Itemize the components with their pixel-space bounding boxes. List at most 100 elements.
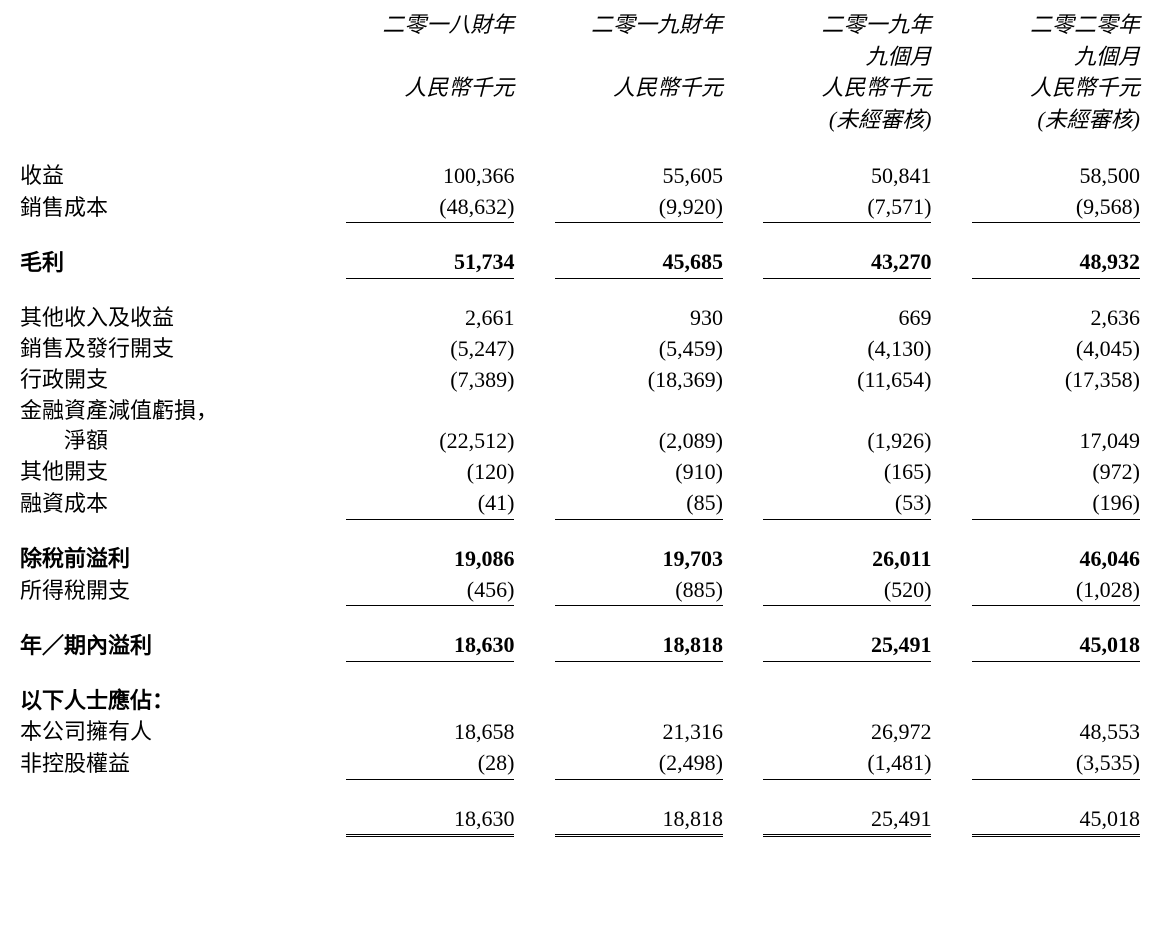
val-fc-4: (196) [972,488,1140,520]
val-ae-4: (17,358) [972,365,1140,396]
header-row-line2: 九個月 九個月 [20,42,1152,74]
val-oe-4: (972) [972,457,1140,488]
val-pp-2: 18,818 [555,630,723,662]
val-nci-2: (2,498) [555,748,723,780]
val-at-4: 45,018 [972,804,1140,838]
row-tax: 所得稅開支 (456) (885) (520) (1,028) [20,575,1152,607]
label-period-profit: 年／期內溢利 [20,630,318,662]
val-oi-4: 2,636 [972,303,1140,334]
col-header-4-line1: 二零二零年 [972,10,1140,40]
label-attrib-header: 以下人士應佔： [20,686,318,717]
val-own-3: 26,972 [763,717,931,748]
val-revenue-4: 58,500 [972,161,1140,192]
val-se-1: (5,247) [346,334,514,365]
val-at-2: 18,818 [555,804,723,838]
val-pbt-3: 26,011 [763,544,931,575]
val-pbt-4: 46,046 [972,544,1140,575]
val-pp-1: 18,630 [346,630,514,662]
val-oe-3: (165) [763,457,931,488]
label-tax: 所得稅開支 [20,575,318,607]
row-selling-expenses: 銷售及發行開支 (5,247) (5,459) (4,130) (4,045) [20,334,1152,365]
header-row-unit: 人民幣千元 人民幣千元 人民幣千元 人民幣千元 [20,73,1152,105]
row-owners: 本公司擁有人 18,658 21,316 26,972 48,553 [20,717,1152,748]
val-pbt-1: 19,086 [346,544,514,575]
val-gp-2: 45,685 [555,247,723,279]
val-nci-4: (3,535) [972,748,1140,780]
label-finance-costs: 融資成本 [20,488,318,520]
val-pp-4: 45,018 [972,630,1140,662]
val-imp-1: (22,512) [346,426,514,457]
val-fc-1: (41) [346,488,514,520]
col-header-4-unit: 人民幣千元 [972,73,1140,103]
row-impairment: 淨額 (22,512) (2,089) (1,926) 17,049 [20,426,1152,457]
val-gp-3: 43,270 [763,247,931,279]
col-header-4-note: (未經審核) [972,105,1140,135]
val-tax-4: (1,028) [972,575,1140,607]
val-revenue-2: 55,605 [555,161,723,192]
val-own-1: 18,658 [346,717,514,748]
label-revenue: 收益 [20,161,318,192]
label-nci: 非控股權益 [20,748,318,780]
financial-statement-table: 二零一八財年 二零一九財年 二零一九年 二零二零年 九個月 九個月 人民幣千元 … [20,10,1152,837]
val-oi-1: 2,661 [346,303,514,334]
row-revenue: 收益 100,366 55,605 50,841 58,500 [20,161,1152,192]
val-fc-3: (53) [763,488,931,520]
label-other-expenses: 其他開支 [20,457,318,488]
row-gross-profit: 毛利 51,734 45,685 43,270 48,932 [20,247,1152,279]
val-tax-2: (885) [555,575,723,607]
col-header-4-line2: 九個月 [972,42,1140,72]
row-impairment-label1: 金融資產減值虧損， [20,396,1152,427]
val-imp-3: (1,926) [763,426,931,457]
row-other-expenses: 其他開支 (120) (910) (165) (972) [20,457,1152,488]
header-row-line1: 二零一八財年 二零一九財年 二零一九年 二零二零年 [20,10,1152,42]
val-own-4: 48,553 [972,717,1140,748]
val-imp-2: (2,089) [555,426,723,457]
val-cost-2: (9,920) [555,192,723,224]
row-other-income: 其他收入及收益 2,661 930 669 2,636 [20,303,1152,334]
val-gp-1: 51,734 [346,247,514,279]
val-at-1: 18,630 [346,804,514,838]
val-se-4: (4,045) [972,334,1140,365]
val-fc-2: (85) [555,488,723,520]
col-header-1-line1: 二零一八財年 [346,10,514,40]
col-header-3-unit: 人民幣千元 [763,73,931,103]
val-nci-3: (1,481) [763,748,931,780]
val-tax-3: (520) [763,575,931,607]
val-pbt-2: 19,703 [555,544,723,575]
label-impairment-1: 金融資產減值虧損， [20,396,318,427]
row-cost-of-sales: 銷售成本 (48,632) (9,920) (7,571) (9,568) [20,192,1152,224]
val-tax-1: (456) [346,575,514,607]
val-ae-2: (18,369) [555,365,723,396]
row-attrib-total: 18,630 18,818 25,491 45,018 [20,804,1152,838]
val-oi-2: 930 [555,303,723,334]
val-own-2: 21,316 [555,717,723,748]
row-finance-costs: 融資成本 (41) (85) (53) (196) [20,488,1152,520]
label-gross-profit: 毛利 [20,247,318,279]
label-admin-expenses: 行政開支 [20,365,318,396]
row-admin-expenses: 行政開支 (7,389) (18,369) (11,654) (17,358) [20,365,1152,396]
val-ae-3: (11,654) [763,365,931,396]
val-oe-2: (910) [555,457,723,488]
label-cost-of-sales: 銷售成本 [20,192,318,224]
col-header-1-unit: 人民幣千元 [346,73,514,103]
label-pbt: 除稅前溢利 [20,544,318,575]
val-cost-1: (48,632) [346,192,514,224]
col-header-3-line1: 二零一九年 [763,10,931,40]
val-oi-3: 669 [763,303,931,334]
val-pp-3: 25,491 [763,630,931,662]
label-owners: 本公司擁有人 [20,717,318,748]
val-cost-3: (7,571) [763,192,931,224]
label-selling-expenses: 銷售及發行開支 [20,334,318,365]
val-gp-4: 48,932 [972,247,1140,279]
val-se-2: (5,459) [555,334,723,365]
row-period-profit: 年／期內溢利 18,630 18,818 25,491 45,018 [20,630,1152,662]
val-imp-4: 17,049 [972,426,1140,457]
row-profit-before-tax: 除稅前溢利 19,086 19,703 26,011 46,046 [20,544,1152,575]
val-se-3: (4,130) [763,334,931,365]
val-oe-1: (120) [346,457,514,488]
val-at-3: 25,491 [763,804,931,838]
col-header-2-line1: 二零一九財年 [555,10,723,40]
header-row-note: (未經審核) (未經審核) [20,105,1152,137]
label-other-income: 其他收入及收益 [20,303,318,334]
row-attrib-header: 以下人士應佔： [20,686,1152,717]
